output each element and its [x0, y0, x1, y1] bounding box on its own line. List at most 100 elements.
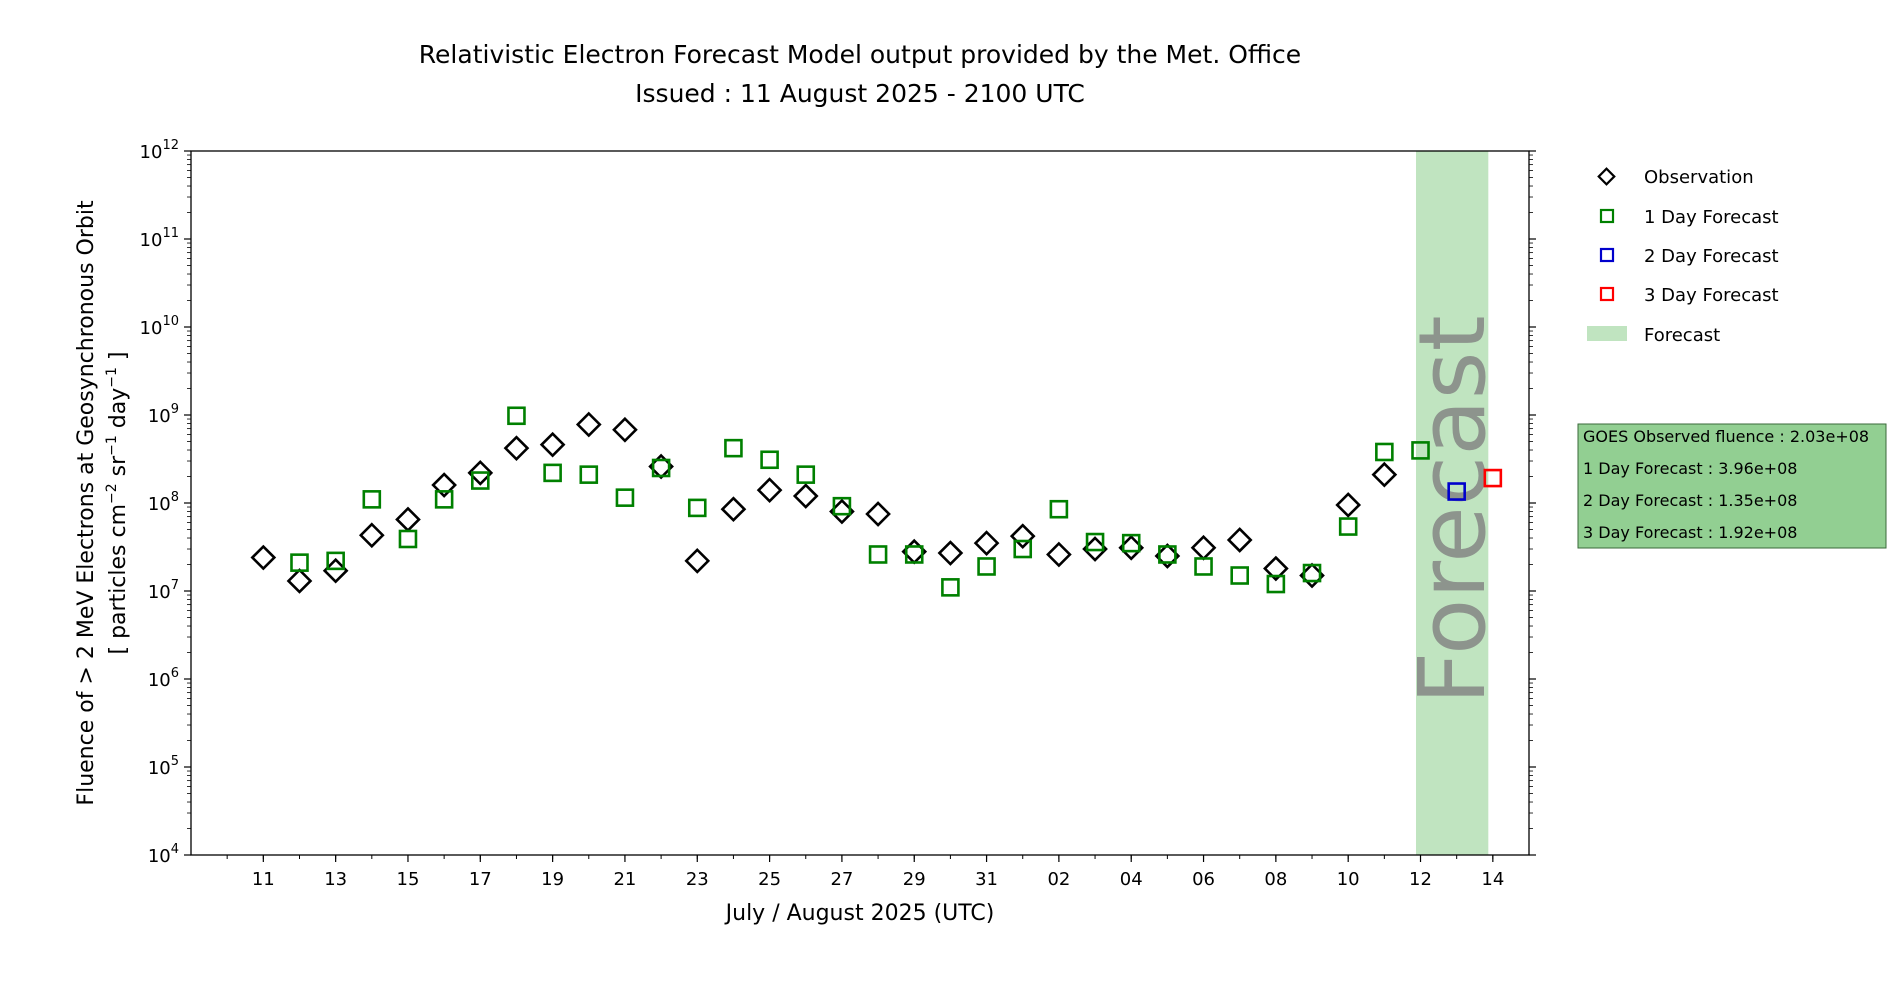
1-day-forecast-point	[687, 498, 707, 518]
legend-marker-square	[1599, 286, 1615, 302]
observation-point	[1371, 461, 1398, 488]
forecast-region	[1415, 151, 1489, 855]
x-tick-label: 13	[324, 869, 347, 890]
1-day-forecast-point	[1266, 574, 1286, 594]
y-tick-label: 104	[148, 842, 179, 867]
1-day-forecast-point	[1158, 545, 1177, 564]
2-day-forecast-point	[1447, 482, 1466, 501]
data-marks	[250, 406, 1503, 597]
y-tick-label: 1010	[140, 314, 179, 339]
legend-label: 2 Day Forecast	[1644, 246, 1779, 267]
1-day-forecast-point	[1302, 563, 1322, 583]
legend: Observation 1 Day Forecast 2 Day Forecas…	[1587, 167, 1779, 346]
legend-marker-diamond	[1597, 167, 1616, 186]
y-axis-label-line2: [ particles cm−2 sr−1 day−1 ]	[104, 352, 131, 655]
observation-point	[358, 522, 385, 549]
1-day-forecast-point	[398, 529, 418, 549]
y-tick-label: 109	[148, 402, 179, 427]
1-day-forecast-point	[868, 545, 888, 564]
1-day-forecast-point	[904, 545, 924, 564]
1-day-forecast-point	[543, 463, 562, 483]
legend-marker-square	[1599, 208, 1615, 224]
x-tick-label: 10	[1337, 869, 1360, 890]
y-tick-label: 106	[148, 666, 179, 691]
x-tick-label: 21	[613, 869, 636, 890]
observation-point	[286, 568, 313, 594]
legend-label: Observation	[1644, 167, 1754, 188]
legend-entry-1-day-forecast: 1 Day Forecast	[1599, 207, 1779, 228]
x-tick-label: 27	[830, 869, 853, 890]
y-tick-label: 105	[148, 754, 179, 779]
1-day-forecast-point	[651, 458, 671, 478]
x-tick-label: 29	[903, 869, 926, 890]
1-day-forecast-point	[326, 551, 345, 571]
1-day-forecast-point	[1049, 499, 1069, 519]
1-day-forecast-point	[1411, 441, 1430, 460]
observation-point	[1009, 523, 1036, 549]
observation-point	[612, 416, 638, 443]
1-day-forecast-point	[362, 490, 382, 509]
observation-point	[937, 540, 964, 566]
x-tick-label: 17	[469, 869, 492, 890]
summary-1-day: 1 Day Forecast : 3.96e+08	[1583, 459, 1797, 478]
observation-point	[395, 506, 421, 533]
x-tick-label: 08	[1264, 869, 1287, 890]
legend-entry-observation: Observation	[1597, 167, 1754, 188]
1-day-forecast-point	[434, 490, 454, 509]
x-tick-label: 23	[686, 869, 709, 890]
1-day-forecast-point	[1230, 566, 1250, 585]
observation-point	[756, 477, 783, 503]
observation-point	[503, 435, 530, 461]
x-tick-label: 04	[1120, 869, 1143, 890]
legend-label: 3 Day Forecast	[1644, 285, 1779, 306]
y-tick-label: 1012	[140, 138, 179, 163]
x-axis-label: July / August 2025 (UTC)	[724, 901, 995, 926]
legend-label: Forecast	[1644, 325, 1720, 346]
observation-point	[973, 530, 1000, 556]
1-day-forecast-point	[1085, 532, 1105, 552]
x-tick-label: 14	[1481, 869, 1504, 890]
y-tick-label: 107	[148, 578, 179, 603]
observation-point	[539, 431, 566, 458]
x-tick-label: 11	[252, 869, 275, 890]
x-tick-label: 15	[397, 869, 420, 890]
observation-point	[1046, 541, 1072, 568]
summary-3-day: 3 Day Forecast : 1.92e+08	[1583, 523, 1797, 542]
observation-point	[684, 548, 711, 574]
observation-point	[1190, 534, 1217, 561]
legend-marker-square	[1599, 247, 1615, 263]
1-day-forecast-point	[796, 465, 816, 484]
x-tick-label: 06	[1192, 869, 1215, 890]
summary-observed: GOES Observed fluence : 2.03e+08	[1583, 427, 1869, 446]
y-axis-label-line1: Fluence of > 2 MeV Electrons at Geosynch…	[74, 200, 99, 806]
1-day-forecast-point	[579, 465, 599, 484]
chart-subtitle: Issued : 11 August 2025 - 2100 UTC	[635, 79, 1085, 108]
1-day-forecast-point	[760, 450, 779, 470]
1-day-forecast-point	[290, 553, 309, 572]
1-day-forecast-point	[507, 406, 526, 426]
y-tick-label: 108	[148, 490, 179, 515]
observation-point	[1226, 527, 1253, 553]
forecast-region-label: Forecast	[1399, 315, 1506, 704]
observation-point	[250, 544, 277, 571]
y-axis-ticks: 104 105 106 107 108 109 1010 1011 1012	[140, 138, 1536, 867]
1-day-forecast-point	[977, 557, 996, 576]
legend-label: 1 Day Forecast	[1644, 207, 1779, 228]
1-day-forecast-point	[1194, 557, 1213, 576]
1-day-forecast-point	[941, 578, 960, 597]
observation-point	[467, 460, 494, 486]
observation-point	[1335, 492, 1362, 518]
1-day-forecast-point	[1121, 533, 1141, 553]
legend-entry-3-day-forecast: 3 Day Forecast	[1599, 285, 1779, 306]
legend-patch	[1587, 326, 1627, 341]
summary-2-day: 2 Day Forecast : 1.35e+08	[1583, 491, 1797, 510]
legend-entry-2-day-forecast: 2 Day Forecast	[1599, 246, 1779, 267]
x-tick-label: 19	[541, 869, 564, 890]
observation-point	[431, 472, 457, 498]
1-day-forecast-point	[470, 471, 490, 490]
x-tick-label: 31	[975, 869, 998, 890]
observation-point	[720, 496, 747, 523]
x-tick-label: 02	[1047, 869, 1070, 890]
1-day-forecast-point	[1375, 442, 1394, 462]
